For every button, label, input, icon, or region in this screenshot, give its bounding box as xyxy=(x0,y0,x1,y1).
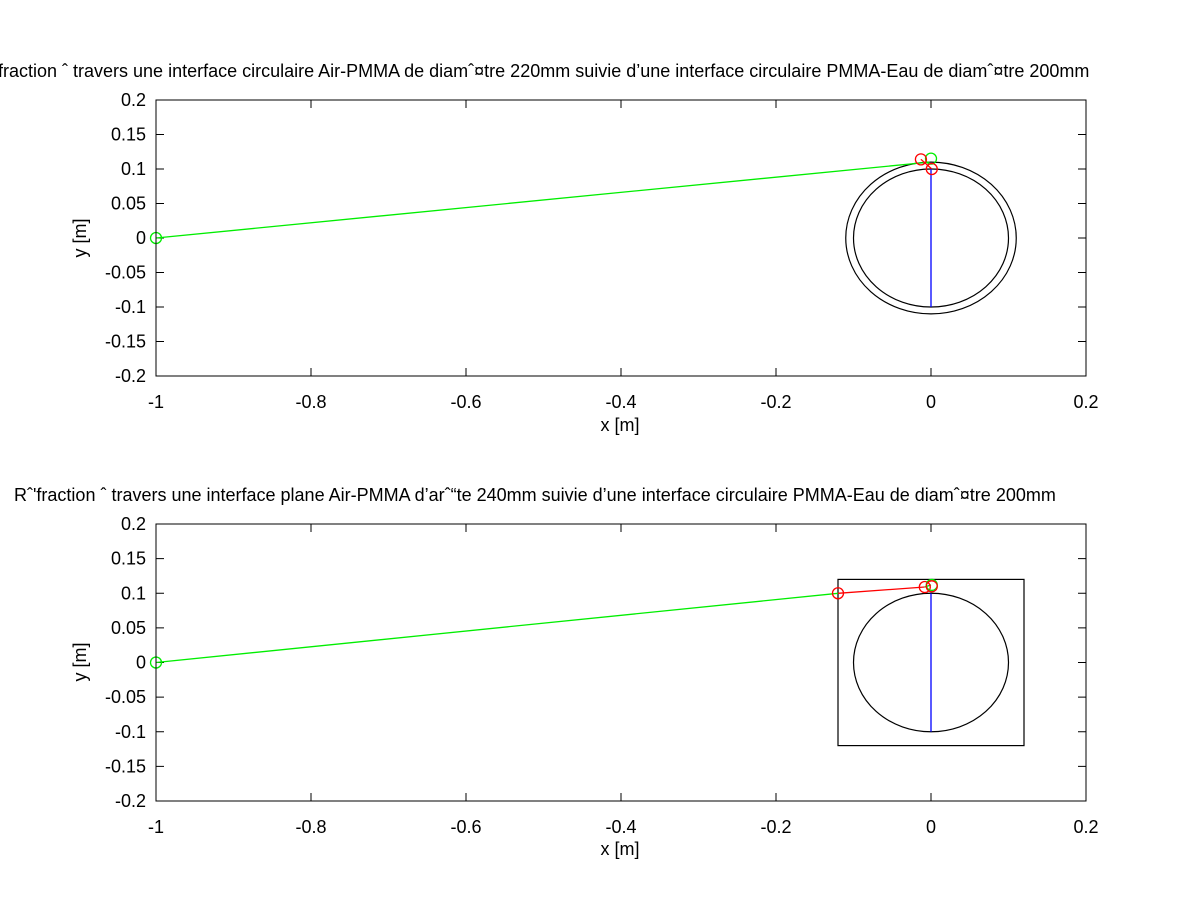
y-tick-label: 0.15 xyxy=(111,549,146,569)
x-tick-label: -0.8 xyxy=(295,817,326,837)
ray-segment xyxy=(155,161,930,239)
ray-segment xyxy=(837,586,925,594)
x-tick-label: 0.2 xyxy=(1073,817,1098,837)
x-tick-label: -1 xyxy=(148,817,164,837)
x-tick-label: -0.6 xyxy=(450,392,481,412)
y-tick-label: -0.1 xyxy=(115,297,146,317)
x-tick-label: -0.4 xyxy=(605,392,636,412)
y-axis-label: y [m] xyxy=(70,643,90,682)
plot-frame xyxy=(155,523,1087,802)
y-tick-label: -0.2 xyxy=(115,791,146,811)
y-tick-label: -0.05 xyxy=(105,263,146,283)
plot-frame xyxy=(155,99,1087,377)
y-tick-label: 0.05 xyxy=(111,194,146,214)
x-tick-label: -1 xyxy=(148,392,164,412)
x-tick-label: -0.6 xyxy=(450,817,481,837)
interface-circle xyxy=(845,161,1017,315)
y-tick-label: 0.1 xyxy=(121,159,146,179)
plot-title: fraction ˆ travers une interface circula… xyxy=(0,61,1089,81)
plot-bottom: Rˆ'fraction ˆ travers une interface plan… xyxy=(14,485,1099,859)
x-axis-label: x [m] xyxy=(601,415,640,435)
x-tick-label: 0 xyxy=(926,392,936,412)
x-tick-label: -0.4 xyxy=(605,817,636,837)
plot-title: Rˆ'fraction ˆ travers une interface plan… xyxy=(14,485,1056,505)
intersection-point-marker xyxy=(918,580,931,594)
intersection-point-marker xyxy=(925,580,938,593)
y-tick-label: 0.05 xyxy=(111,618,146,638)
intersection-point-marker xyxy=(831,587,845,600)
y-tick-label: 0.2 xyxy=(121,514,146,534)
y-tick-label: -0.2 xyxy=(115,366,146,386)
y-tick-label: 0 xyxy=(136,653,146,673)
x-tick-label: -0.2 xyxy=(760,392,791,412)
y-tick-label: -0.15 xyxy=(105,756,146,776)
x-axis-label: x [m] xyxy=(601,839,640,859)
y-tick-label: 0 xyxy=(136,228,146,248)
y-tick-label: 0.15 xyxy=(111,125,146,145)
ray-segment xyxy=(920,158,933,170)
ray-segment xyxy=(155,592,839,664)
y-tick-label: -0.05 xyxy=(105,687,146,707)
y-tick-label: -0.15 xyxy=(105,332,146,352)
intersection-point-marker xyxy=(925,162,938,176)
x-tick-label: -0.2 xyxy=(760,817,791,837)
x-tick-label: 0 xyxy=(926,817,936,837)
y-tick-label: 0.1 xyxy=(121,583,146,603)
y-axis-label: y [m] xyxy=(70,219,90,258)
x-tick-label: 0.2 xyxy=(1073,392,1098,412)
intersection-point-marker xyxy=(914,153,928,166)
y-tick-label: -0.1 xyxy=(115,722,146,742)
plot-top: fraction ˆ travers une interface circula… xyxy=(0,61,1099,435)
y-tick-label: 0.2 xyxy=(121,90,146,110)
x-tick-label: -0.8 xyxy=(295,392,326,412)
